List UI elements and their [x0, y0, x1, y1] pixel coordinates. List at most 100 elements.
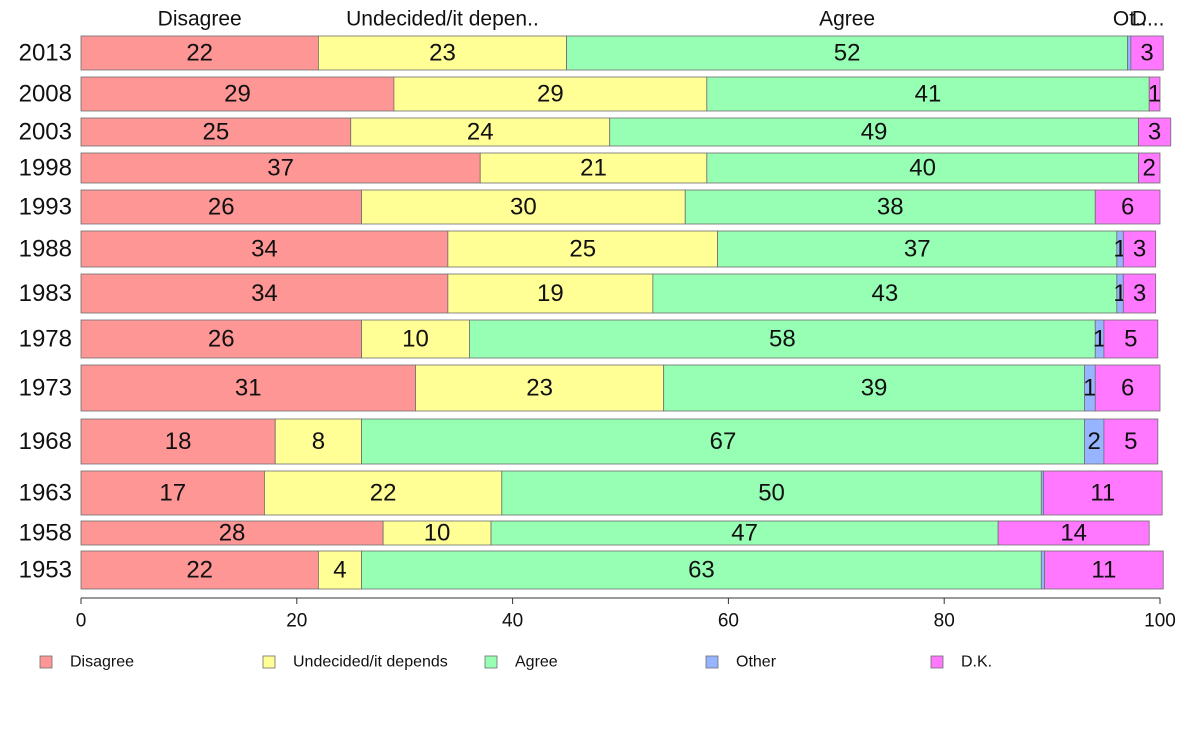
bar-segment-1958-4 — [997, 520, 1150, 546]
data-label-1983-0: 34 — [251, 280, 278, 307]
x-tick-label-40: 40 — [502, 611, 523, 632]
legend-label-3: Other — [736, 654, 777, 671]
x-tick-label-0: 0 — [76, 611, 87, 632]
bar-segment-1963-4 — [1043, 470, 1163, 516]
bar-segment-1988-4 — [1122, 230, 1157, 268]
data-label-2013-1: 23 — [429, 40, 456, 67]
data-label-1978-0: 26 — [208, 326, 235, 353]
bar-segment-1978-1 — [361, 319, 470, 359]
year-label-2008: 2008 — [19, 81, 72, 108]
column-header-3: Ot.. — [1113, 8, 1147, 31]
data-label-1963-4: 11 — [1090, 480, 1115, 507]
column-header-2: Agree — [819, 8, 875, 31]
bar-segment-2003-1 — [350, 117, 611, 147]
bar-segment-1993-4 — [1094, 189, 1161, 225]
bar-segment-1998-4 — [1138, 152, 1161, 184]
bar-segment-1973-2 — [663, 364, 1085, 412]
bar-segment-1968-0 — [80, 418, 276, 465]
legend-swatch-4 — [930, 655, 944, 669]
bar-segment-2008-4 — [1148, 76, 1161, 112]
year-label-1993: 1993 — [19, 194, 72, 221]
bar-segment-1988-0 — [80, 230, 449, 268]
data-label-2013-2: 52 — [834, 40, 861, 67]
data-label-1988-1: 25 — [569, 236, 596, 263]
legend-swatch-2 — [484, 655, 498, 669]
data-label-1993-2: 38 — [877, 194, 904, 221]
year-label-2013: 2013 — [19, 40, 72, 67]
x-tick-label-100: 100 — [1144, 611, 1176, 632]
bar-segment-1958-2 — [490, 520, 999, 546]
data-label-1973-0: 31 — [235, 375, 262, 402]
bar-segment-2003-4 — [1138, 117, 1172, 147]
bar-segment-2008-2 — [706, 76, 1150, 112]
bar-segment-1998-1 — [479, 152, 708, 184]
data-label-1983-4: 3 — [1133, 280, 1146, 307]
bar-segment-1983-2 — [652, 273, 1118, 314]
data-label-1978-3: 1 — [1093, 326, 1106, 353]
data-label-2003-4: 3 — [1148, 119, 1161, 146]
bar-segment-1983-0 — [80, 273, 449, 314]
year-label-1968: 1968 — [19, 428, 72, 455]
data-label-1993-4: 6 — [1121, 194, 1134, 221]
data-label-1998-1: 21 — [580, 155, 607, 182]
data-label-1953-2: 63 — [688, 557, 715, 584]
bar-segment-1978-0 — [80, 319, 362, 359]
data-label-1998-4: 2 — [1143, 155, 1156, 182]
bar-segment-1973-0 — [80, 364, 416, 412]
bar-segment-1998-2 — [706, 152, 1139, 184]
bar-segment-1958-0 — [80, 520, 384, 546]
data-label-1993-1: 30 — [510, 194, 537, 221]
data-label-1978-2: 58 — [769, 326, 796, 353]
bar-segment-1953-4 — [1044, 550, 1164, 590]
data-label-1968-3: 2 — [1088, 428, 1101, 455]
data-label-1968-0: 18 — [165, 428, 192, 455]
x-tick-label-20: 20 — [286, 611, 307, 632]
column-header-1: Undecided/it depen.. — [346, 8, 539, 31]
data-label-1988-4: 3 — [1133, 236, 1146, 263]
data-label-1958-1: 10 — [424, 520, 451, 547]
x-tick-label-60: 60 — [718, 611, 739, 632]
data-label-1953-0: 22 — [186, 557, 213, 584]
bar-segment-1978-4 — [1103, 319, 1159, 359]
bar-segment-1968-2 — [361, 418, 1085, 465]
legend-label-4: D.K. — [961, 654, 992, 671]
data-label-1953-4: 11 — [1091, 557, 1116, 584]
legend-swatch-1 — [262, 655, 276, 669]
year-label-1983: 1983 — [19, 280, 72, 307]
data-label-1963-0: 17 — [159, 480, 186, 507]
data-label-1988-0: 34 — [251, 236, 278, 263]
data-label-1973-4: 6 — [1121, 375, 1134, 402]
data-label-1958-2: 47 — [731, 520, 758, 547]
data-label-2008-1: 29 — [537, 81, 564, 108]
bar-segment-1993-1 — [361, 189, 686, 225]
data-label-1978-4: 5 — [1124, 326, 1137, 353]
bar-segment-1993-0 — [80, 189, 362, 225]
bar-segment-1968-4 — [1103, 418, 1159, 465]
legend-swatch-0 — [39, 655, 53, 669]
data-label-2003-1: 24 — [467, 119, 494, 146]
bar-segment-2008-0 — [80, 76, 395, 112]
data-label-2008-4: 1 — [1148, 81, 1161, 108]
bar-segment-1988-1 — [447, 230, 719, 268]
data-label-1978-1: 10 — [402, 326, 429, 353]
year-label-1958: 1958 — [19, 520, 72, 547]
bar-segment-1973-4 — [1094, 364, 1161, 412]
legend-swatch-3 — [705, 655, 719, 669]
data-label-2013-4: 3 — [1140, 40, 1153, 67]
bar-segment-1968-1 — [274, 418, 362, 465]
year-label-1963: 1963 — [19, 480, 72, 507]
data-label-1998-2: 40 — [909, 155, 936, 182]
bar-segment-2013-0 — [80, 35, 319, 71]
bar-segment-1973-1 — [415, 364, 665, 412]
data-label-1953-1: 4 — [333, 557, 346, 584]
data-label-2003-2: 49 — [861, 119, 888, 146]
bar-segment-2013-4 — [1130, 35, 1164, 71]
bar-segment-1993-2 — [684, 189, 1096, 225]
data-label-1963-1: 22 — [370, 480, 397, 507]
data-label-1983-2: 43 — [872, 280, 899, 307]
year-label-2003: 2003 — [19, 119, 72, 146]
bar-segment-2013-1 — [317, 35, 567, 71]
bar-segment-1953-0 — [80, 550, 319, 590]
data-label-1968-4: 5 — [1124, 428, 1137, 455]
